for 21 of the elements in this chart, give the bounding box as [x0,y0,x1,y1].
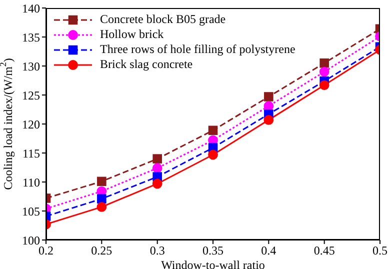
y-tick-label: 100 [22,233,40,248]
x-tick-label: 0.4 [261,244,276,258]
y-tick-label: 135 [22,30,40,44]
y-tick-label: 105 [22,204,40,218]
y-tick-label: 140 [22,1,40,16]
x-tick-label: 0.5 [372,244,388,258]
x-tick-label: 0.25 [91,244,112,258]
legend-label: Concrete block B05 grade [100,12,226,27]
x-tick-label: 0.3 [150,244,165,258]
x-tick-label: 0.2 [38,244,54,258]
x-axis-title: Window-to-wall ratio [161,258,265,269]
x-tick-label: 0.35 [202,244,224,258]
y-tick-label: 115 [22,146,40,160]
y-tick-label: 130 [22,59,40,74]
legend-label: Brick slag concrete [100,57,193,72]
y-tick-label: 125 [22,88,40,102]
legend-label: Hollow brick [100,27,164,42]
legend-label: Three rows of hole filling of polystyrene [100,42,296,57]
y-tick-label: 120 [22,117,40,132]
x-tick-label: 0.45 [314,244,335,258]
y-tick-label: 110 [22,175,40,190]
